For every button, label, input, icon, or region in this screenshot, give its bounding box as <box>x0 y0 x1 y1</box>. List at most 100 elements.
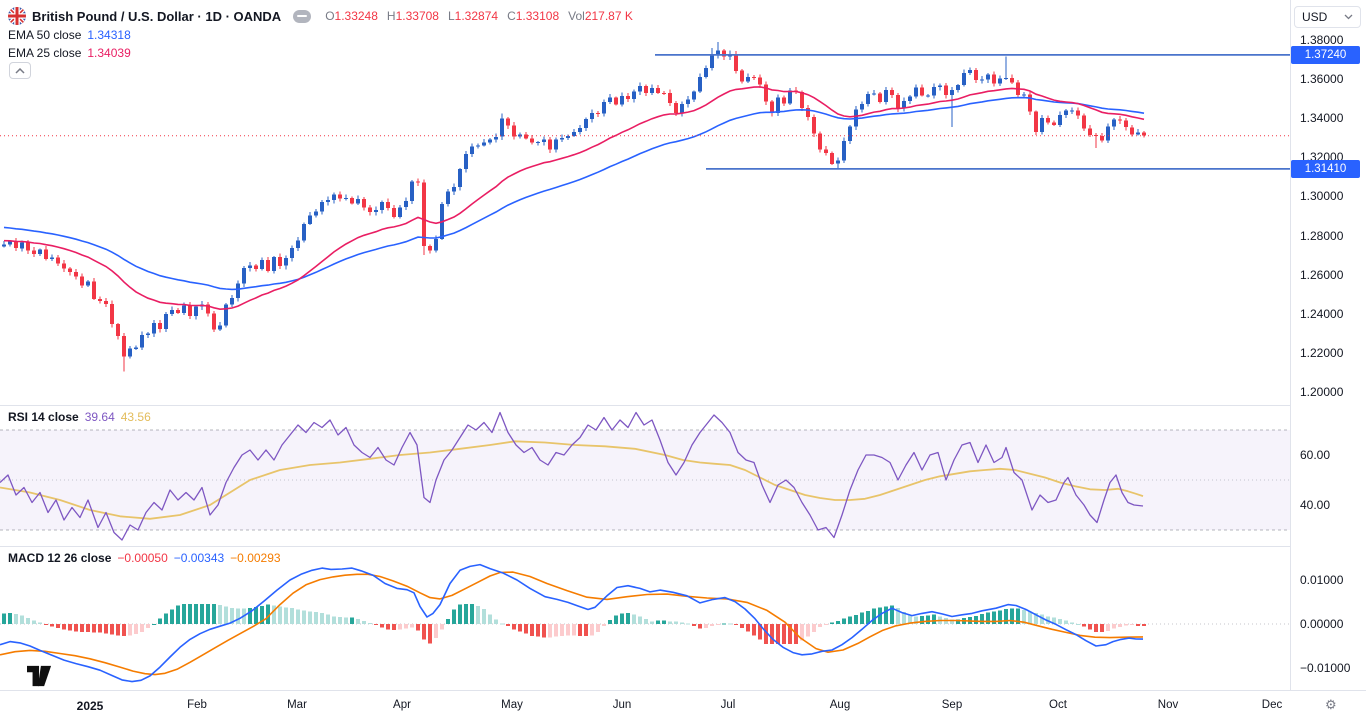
macd-histogram-bar <box>986 612 990 624</box>
macd-histogram-bar <box>1034 612 1038 624</box>
candle-body <box>572 132 576 136</box>
macd-histogram-bar <box>212 604 216 624</box>
rsi-pane-chart[interactable] <box>0 405 1290 546</box>
ohlc-values: O1.33248 H1.33708 L1.32874 C1.33108 Vol2… <box>325 9 633 23</box>
macd-histogram-bar <box>566 624 570 636</box>
macd-histogram-bar <box>584 624 588 636</box>
macd-histogram-bar <box>716 624 720 625</box>
macd-histogram-bar <box>344 617 348 624</box>
pane-divider[interactable] <box>0 546 1291 547</box>
ema25-legend[interactable]: EMA 25 close 1.34039 <box>8 46 131 60</box>
candle-body <box>122 336 126 357</box>
currency-selector[interactable]: USD <box>1294 6 1361 28</box>
candle-body <box>332 194 336 200</box>
candle-body <box>68 268 72 273</box>
macd-histogram-bar <box>44 624 48 625</box>
macd-histogram-bar <box>1064 620 1068 624</box>
candle-body <box>986 74 990 80</box>
candle-body <box>302 223 306 241</box>
symbol-legend: British Pound / U.S. Dollar · 1D · OANDA… <box>8 7 633 25</box>
macd-axis-label: −0.01000 <box>1300 661 1351 675</box>
macd-line-value: −0.00343 <box>173 551 225 565</box>
macd-histogram-bar <box>110 624 114 635</box>
candle-body <box>1106 126 1110 141</box>
candle-body <box>932 87 936 96</box>
candle-body <box>584 119 588 128</box>
macd-histogram-bar <box>470 604 474 624</box>
macd-legend[interactable]: MACD 12 26 close −0.00050 −0.00343 −0.00… <box>8 551 281 565</box>
candle-body <box>1100 135 1104 141</box>
macd-axis-label: 0.01000 <box>1300 573 1344 587</box>
candle-body <box>1064 110 1068 115</box>
tradingview-logo[interactable] <box>27 665 52 692</box>
candle-body <box>938 85 942 88</box>
macd-histogram-bar <box>1028 611 1032 624</box>
time-axis-label: Dec <box>1261 699 1283 711</box>
candle-body <box>284 258 288 266</box>
candle-body <box>674 103 678 113</box>
candlestick-chart[interactable] <box>0 0 1290 405</box>
candle-body <box>356 199 360 204</box>
candle-body <box>1010 78 1014 83</box>
candle-body <box>848 126 852 141</box>
candle-body <box>464 154 468 170</box>
candle-body <box>308 215 312 224</box>
collapse-legend-button[interactable] <box>9 62 31 79</box>
macd-histogram-bar <box>884 606 888 624</box>
candle-body <box>20 242 24 249</box>
macd-histogram-bar <box>578 624 582 636</box>
price-axis-label: 1.36000 <box>1300 72 1344 87</box>
candle-body <box>926 95 930 97</box>
time-axis-label: Sep <box>941 699 963 711</box>
macd-histogram-bar <box>68 624 72 631</box>
macd-histogram-bar <box>1058 618 1062 624</box>
candle-body <box>134 347 138 349</box>
macd-histogram-bar <box>410 624 414 628</box>
candle-body <box>512 125 516 137</box>
candle-body <box>470 146 474 155</box>
macd-histogram-bar <box>914 616 918 624</box>
candle-body <box>506 118 510 126</box>
candle-body <box>446 191 450 205</box>
macd-histogram-bar <box>500 623 504 625</box>
candle-body <box>500 118 504 137</box>
candle-body <box>374 210 378 212</box>
macd-histogram-bar <box>728 623 732 625</box>
candle-body <box>626 95 630 100</box>
pane-divider[interactable] <box>0 405 1291 406</box>
candle-body <box>566 135 570 139</box>
macd-histogram-bar <box>272 605 276 624</box>
ema25-value: 1.34039 <box>87 46 131 60</box>
macd-histogram-bar <box>296 609 300 624</box>
candle-body <box>740 70 744 82</box>
candle-body <box>32 250 36 254</box>
macd-pane-chart[interactable] <box>0 546 1290 690</box>
candle-body <box>290 247 294 259</box>
time-axis-label: Aug <box>829 699 851 711</box>
macd-histogram-bar <box>1118 624 1122 627</box>
macd-histogram-bar <box>692 624 696 626</box>
candle-body <box>944 85 948 95</box>
macd-histogram-bar <box>2 613 6 624</box>
price-axis-label: 1.22000 <box>1300 345 1344 360</box>
candle-body <box>218 325 222 330</box>
candle-body <box>650 87 654 93</box>
ema50-legend[interactable]: EMA 50 close 1.34318 <box>8 28 131 42</box>
rsi-legend[interactable]: RSI 14 close 39.64 43.56 <box>8 410 151 424</box>
axis-settings-gear-icon[interactable]: ⚙ <box>1325 697 1337 712</box>
symbol-title[interactable]: British Pound / U.S. Dollar · 1D · OANDA <box>32 8 282 24</box>
macd-histogram-bar <box>230 607 234 624</box>
macd-histogram-bar <box>740 624 744 629</box>
macd-histogram-bar <box>62 624 66 630</box>
candle-body <box>680 104 684 113</box>
candle-body <box>860 103 864 110</box>
macd-histogram-bar <box>926 615 930 624</box>
candle-body <box>182 305 186 313</box>
candle-body <box>812 117 816 134</box>
candle-body <box>488 139 492 143</box>
candle-body <box>710 55 714 69</box>
macd-histogram-bar <box>542 624 546 638</box>
candle-body <box>644 85 648 93</box>
symbol-marker-icon[interactable] <box>293 9 312 23</box>
macd-histogram-bar <box>992 611 996 624</box>
